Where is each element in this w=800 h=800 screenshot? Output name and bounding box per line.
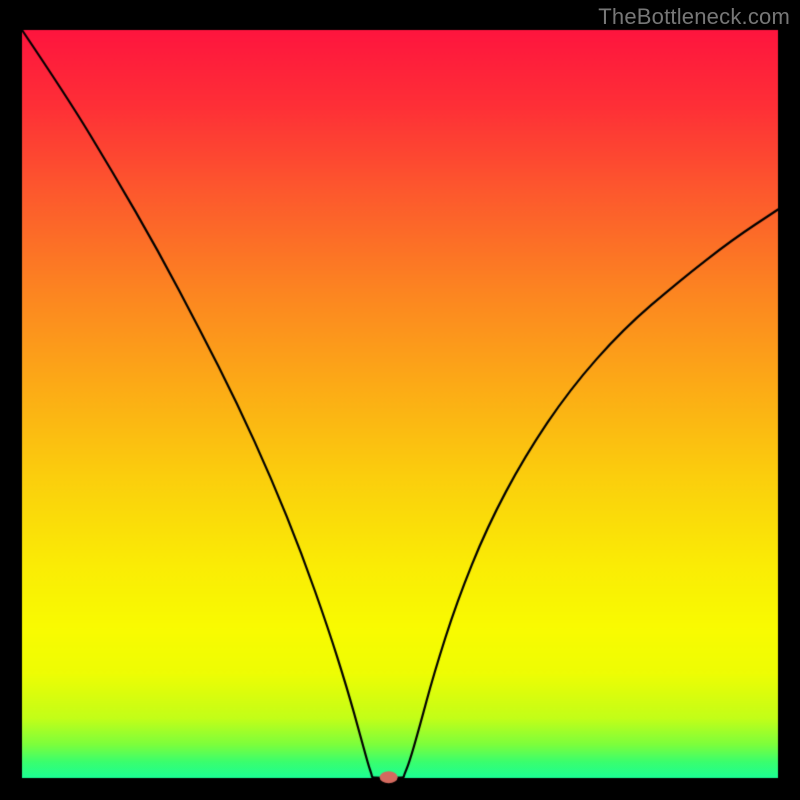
bottleneck-chart: TheBottleneck.com bbox=[0, 0, 800, 800]
chart-canvas bbox=[0, 0, 800, 800]
